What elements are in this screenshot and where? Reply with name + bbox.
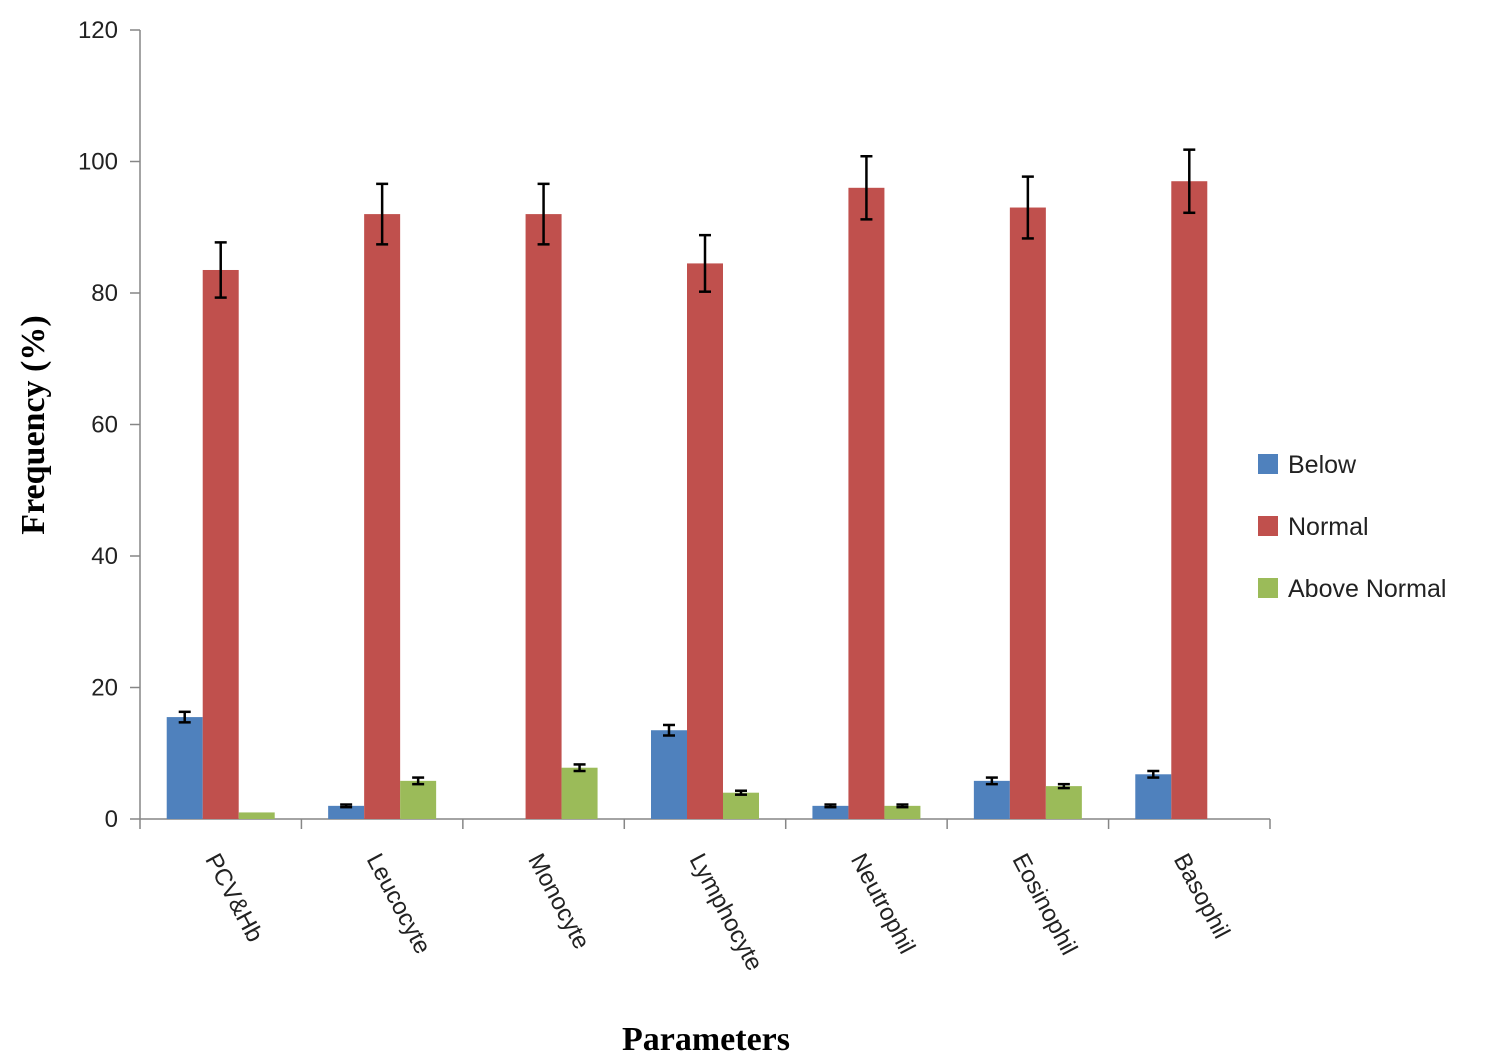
legend-label: Below — [1288, 451, 1357, 479]
y-tick-label: 100 — [78, 149, 118, 176]
error-bar — [412, 776, 425, 786]
y-tick-label: 0 — [105, 806, 118, 833]
y-tick-label: 20 — [91, 675, 118, 702]
bar-above-normal — [723, 792, 759, 819]
bar-normal — [525, 214, 562, 820]
error-bar — [1147, 769, 1160, 779]
bars — [166, 181, 1208, 820]
y-tick-label: 40 — [91, 543, 118, 570]
legend-label: Above Normal — [1288, 575, 1446, 603]
legend-label: Normal — [1288, 513, 1369, 541]
bar-below — [166, 717, 203, 819]
bar-below — [812, 805, 849, 819]
error-bar — [214, 241, 227, 299]
legend-swatch — [1258, 578, 1278, 598]
bar-normal — [1009, 207, 1046, 819]
error-bar — [537, 182, 550, 246]
bar-above-normal — [238, 812, 275, 819]
error-bar — [1021, 175, 1034, 240]
error-bar — [376, 182, 389, 246]
legend-swatch — [1258, 454, 1278, 474]
bar-normal — [202, 269, 239, 819]
error-bar — [699, 233, 711, 293]
bar-below — [1135, 774, 1172, 819]
x-tick-label: Leucocyte — [361, 849, 436, 958]
bar-below — [328, 805, 365, 819]
bar-normal — [687, 263, 723, 820]
bar-normal — [1171, 181, 1208, 820]
x-tick-label: Lymphocyte — [684, 849, 768, 975]
x-tick-label: Neutrophil — [845, 849, 920, 958]
error-bar — [340, 803, 353, 809]
y-tick-label: 60 — [91, 412, 118, 439]
legend: Below Normal Above Normal — [1258, 451, 1446, 603]
x-tick-label: Eosinophil — [1007, 849, 1083, 959]
bar-below — [973, 780, 1010, 819]
bar-normal — [848, 187, 885, 820]
error-bar — [735, 789, 747, 796]
y-axis-title: Frequency (%) — [15, 315, 52, 534]
bar-above-normal — [561, 767, 598, 819]
y-tick-label: 120 — [78, 17, 118, 44]
bar-above-normal — [400, 780, 437, 819]
y-axis: 0 20 40 60 80 100 120 — [78, 17, 141, 833]
error-bar — [985, 776, 998, 786]
x-tick-label: Monocyte — [522, 849, 595, 954]
error-bar — [178, 710, 191, 724]
error-bar — [824, 803, 837, 809]
bar-below — [651, 730, 687, 819]
x-axis-title: Parameters — [622, 1021, 790, 1058]
bar-above-normal — [884, 805, 921, 819]
x-axis: PCV&Hb Leucocyte Monocyte Lymphocyte Neutrop… — [139, 818, 1271, 975]
x-tick-label: PCV&Hb — [199, 849, 268, 946]
error-bars — [178, 148, 1196, 809]
y-tick-label: 80 — [91, 280, 118, 307]
bar-normal — [364, 214, 401, 820]
error-bar — [860, 154, 873, 221]
error-bar — [1057, 782, 1070, 790]
x-tick-label: Basophil — [1168, 849, 1235, 943]
error-bar — [1183, 148, 1196, 215]
legend-swatch — [1258, 516, 1278, 536]
bar-above-normal — [1045, 786, 1082, 819]
error-bar — [573, 763, 586, 773]
error-bar — [896, 803, 909, 809]
error-bar — [663, 723, 675, 737]
